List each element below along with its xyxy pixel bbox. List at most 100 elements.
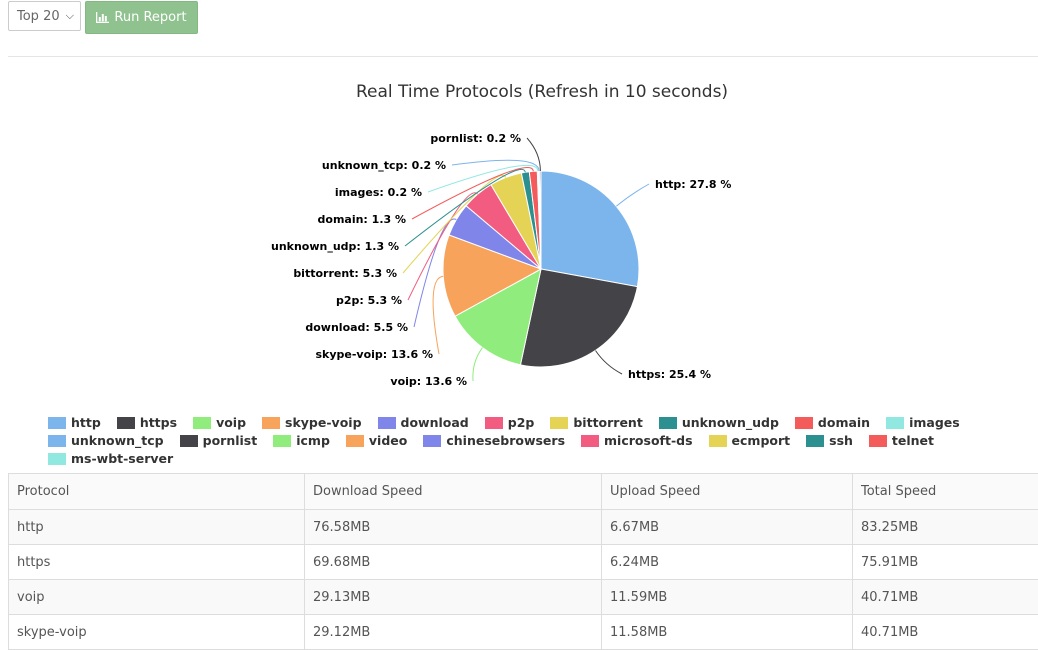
toolbar: Top 20 ⌵ Run Report [8, 1, 198, 34]
legend-swatch [346, 435, 364, 447]
cell-upload: 6.67MB [602, 510, 853, 545]
legend-label: bittorrent [573, 415, 642, 430]
divider [8, 56, 1038, 57]
cell-download: 69.68MB [305, 545, 602, 580]
pie-label-pornlist: pornlist: 0.2 % [430, 132, 521, 145]
legend-label: pornlist [203, 433, 258, 448]
legend-item-ssh[interactable]: ssh [806, 432, 869, 449]
chevron-down-icon: ⌵ [66, 9, 74, 23]
legend-item-pornlist[interactable]: pornlist [180, 432, 274, 449]
legend-swatch [550, 417, 568, 429]
chart-legend: http https voip skype-voip download p2p bittor… [48, 414, 1038, 467]
legend-item-http[interactable]: http [48, 414, 117, 431]
top-n-select[interactable]: Top 20 ⌵ [8, 1, 81, 31]
legend-swatch [180, 435, 198, 447]
legend-item-download[interactable]: download [378, 414, 485, 431]
run-report-button[interactable]: Run Report [85, 1, 198, 34]
legend-swatch [48, 435, 66, 447]
cell-protocol: https [9, 545, 305, 580]
legend-label: video [369, 433, 407, 448]
col-header-upload-speed[interactable]: Upload Speed [602, 474, 853, 510]
pie-connector-https [596, 351, 623, 375]
legend-label: https [140, 415, 177, 430]
legend-item-skype-voip[interactable]: skype-voip [262, 414, 377, 431]
table-row: skype-voip 29.12MB 11.58MB 40.71MB [9, 615, 1038, 650]
legend-swatch [806, 435, 824, 447]
cell-download: 29.12MB [305, 615, 602, 650]
legend-swatch [581, 435, 599, 447]
col-header-download-speed[interactable]: Download Speed [305, 474, 602, 510]
legend-label: unknown_tcp [71, 433, 164, 448]
legend-item-bittorrent[interactable]: bittorrent [550, 414, 658, 431]
pie-label-images: images: 0.2 % [335, 186, 422, 199]
legend-label: microsoft-ds [604, 433, 693, 448]
pie-label-domain: domain: 1.3 % [318, 213, 406, 226]
legend-item-icmp[interactable]: icmp [273, 432, 346, 449]
legend-swatch [273, 435, 291, 447]
legend-label: p2p [508, 415, 535, 430]
cell-upload: 6.24MB [602, 545, 853, 580]
pie-label-http: http: 27.8 % [655, 178, 731, 191]
legend-label: ecmport [732, 433, 791, 448]
legend-item-chinesebrowsers[interactable]: chinesebrowsers [423, 432, 581, 449]
legend-label: download [401, 415, 469, 430]
legend-swatch [709, 435, 727, 447]
bar-chart-icon [96, 12, 109, 23]
legend-item-images[interactable]: images [886, 414, 976, 431]
protocol-pie-chart: Real Time Protocols (Refresh in 10 secon… [0, 60, 1038, 460]
legend-swatch [886, 417, 904, 429]
legend-swatch [795, 417, 813, 429]
legend-swatch [48, 417, 66, 429]
legend-label: http [71, 415, 101, 430]
legend-item-ecmport[interactable]: ecmport [709, 432, 807, 449]
legend-item-unknown-tcp[interactable]: unknown_tcp [48, 432, 180, 449]
pie-slice-http[interactable] [541, 171, 639, 287]
cell-protocol: http [9, 510, 305, 545]
legend-item-p2p[interactable]: p2p [485, 414, 551, 431]
legend-item-microsoft-ds[interactable]: microsoft-ds [581, 432, 709, 449]
legend-label: unknown_udp [682, 415, 779, 430]
pie-chart-svg: Real Time Protocols (Refresh in 10 secon… [0, 60, 1038, 410]
legend-swatch [423, 435, 441, 447]
pie-connector-skype-voip [433, 276, 443, 354]
legend-label: ms-wbt-server [71, 451, 173, 466]
legend-label: domain [818, 415, 870, 430]
legend-item-https[interactable]: https [117, 414, 193, 431]
legend-item-voip[interactable]: voip [193, 414, 262, 431]
legend-label: images [909, 415, 960, 430]
legend-swatch [869, 435, 887, 447]
legend-swatch [378, 417, 396, 429]
table-row: https 69.68MB 6.24MB 75.91MB [9, 545, 1038, 580]
legend-swatch [659, 417, 677, 429]
legend-swatch [193, 417, 211, 429]
cell-download: 76.58MB [305, 510, 602, 545]
col-header-protocol[interactable]: Protocol [9, 474, 305, 510]
chart-title: Real Time Protocols (Refresh in 10 secon… [356, 82, 728, 102]
legend-item-video[interactable]: video [346, 432, 423, 449]
legend-item-telnet[interactable]: telnet [869, 432, 950, 449]
legend-label: ssh [829, 433, 853, 448]
legend-swatch [117, 417, 135, 429]
pie-label-p2p: p2p: 5.3 % [336, 294, 402, 307]
cell-upload: 11.59MB [602, 580, 853, 615]
legend-item-domain[interactable]: domain [795, 414, 886, 431]
pie-label-bittorrent: bittorrent: 5.3 % [293, 267, 397, 280]
protocol-table: Protocol Download Speed Upload Speed Tot… [8, 473, 1038, 650]
legend-label: telnet [892, 433, 934, 448]
cell-protocol: voip [9, 580, 305, 615]
legend-item-ms-wbt-server[interactable]: ms-wbt-server [48, 450, 189, 467]
cell-total: 40.71MB [853, 615, 1038, 650]
cell-total: 83.25MB [853, 510, 1038, 545]
legend-label: skype-voip [285, 415, 361, 430]
pie-connector-voip [473, 348, 483, 381]
col-header-total-speed[interactable]: Total Speed [853, 474, 1038, 510]
pie-label-download: download: 5.5 % [305, 321, 408, 334]
legend-swatch [262, 417, 280, 429]
legend-label: voip [216, 415, 246, 430]
legend-label: icmp [296, 433, 330, 448]
legend-label: chinesebrowsers [446, 433, 565, 448]
legend-item-unknown-udp[interactable]: unknown_udp [659, 414, 795, 431]
table-header-row: Protocol Download Speed Upload Speed Tot… [9, 474, 1038, 510]
pie-label-skype-voip: skype-voip: 13.6 % [315, 348, 433, 361]
cell-download: 29.13MB [305, 580, 602, 615]
